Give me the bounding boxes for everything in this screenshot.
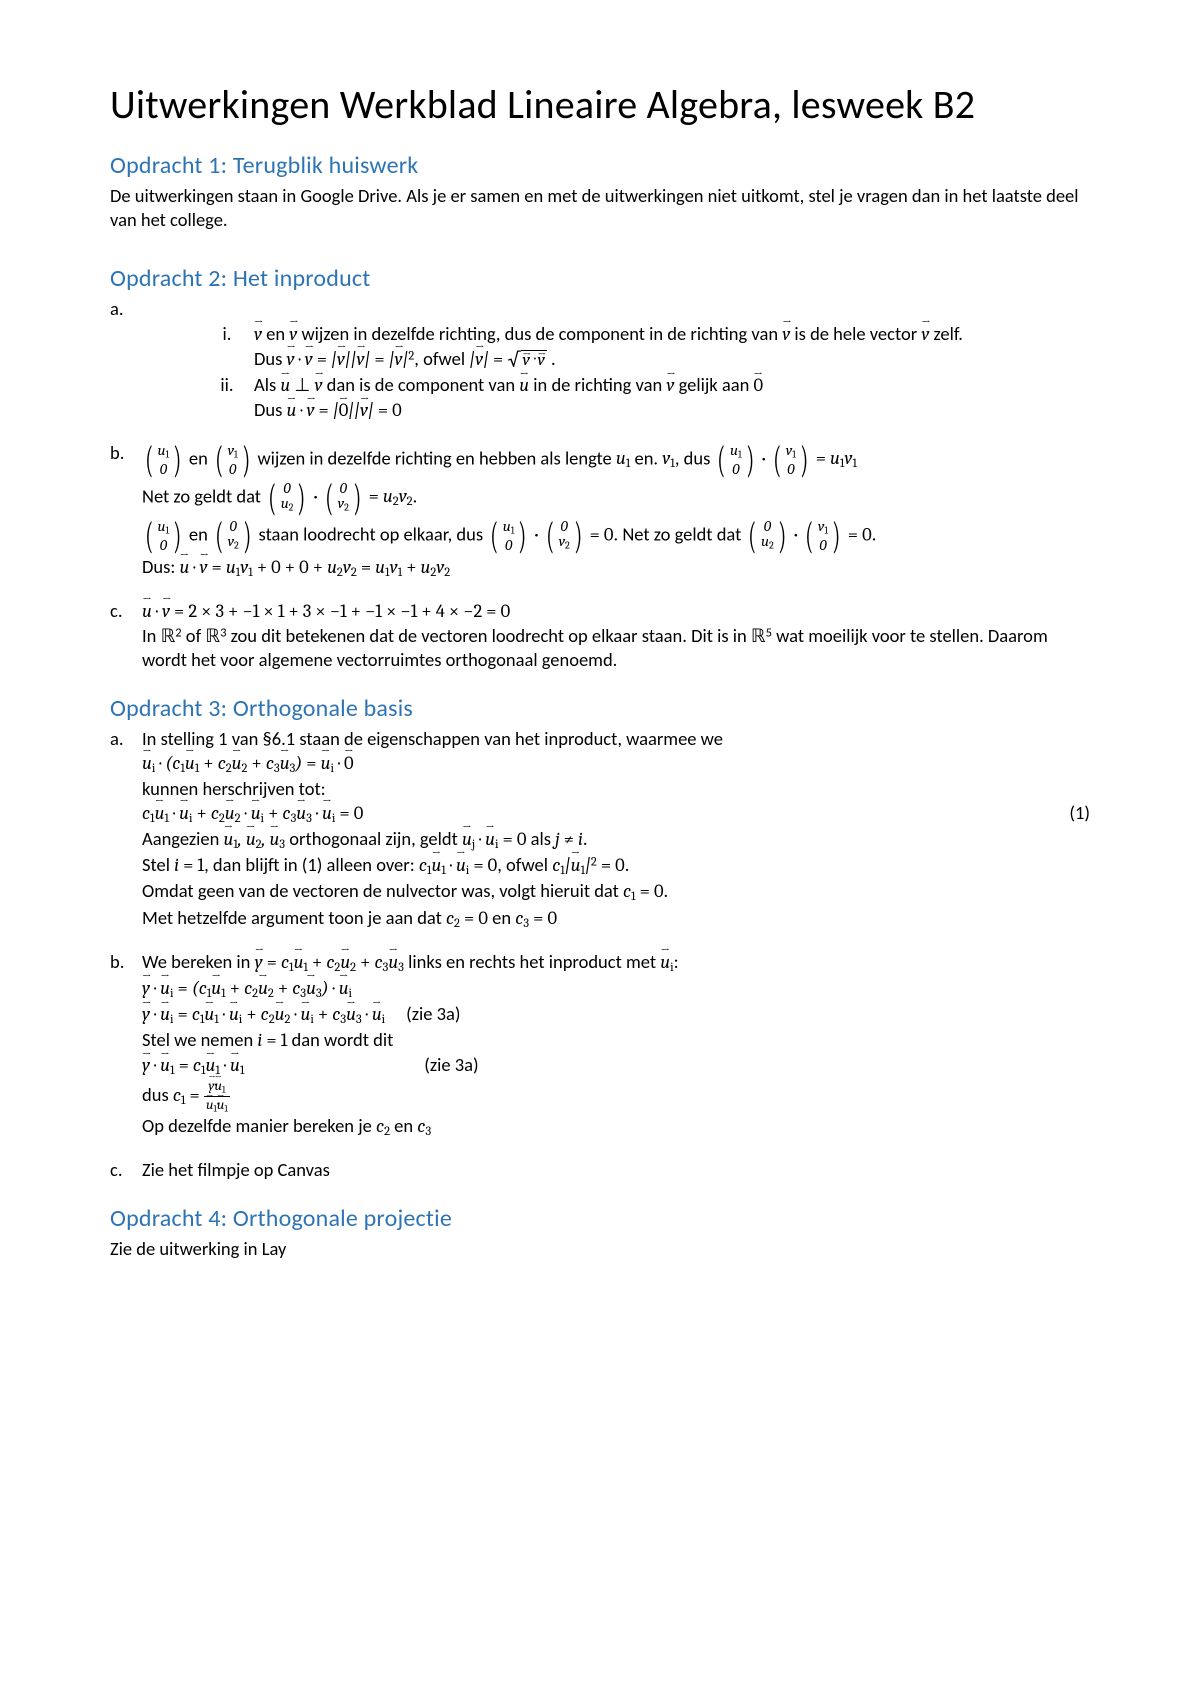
- s3-a-body: In stelling 1 van §6.1 staan de eigensch…: [142, 727, 1090, 932]
- s2-a-label: a.: [110, 297, 142, 320]
- s3-b-body: We bereken in y = c1u1 + c2u2 + c3u3 lin…: [142, 950, 1090, 1141]
- s2-b-label: b.: [110, 441, 142, 464]
- s2-c-label: c.: [110, 599, 142, 622]
- s3-b-label: b.: [110, 950, 142, 973]
- section-3-heading: Opdracht 3: Orthogonale basis: [110, 694, 1090, 723]
- section-4-heading: Opdracht 4: Orthogonale projectie: [110, 1204, 1090, 1233]
- s3-c-body: Zie het filmpje op Canvas: [142, 1158, 1090, 1182]
- s2-a-ii-body: Als u ⊥ v dan is de component van u in d…: [254, 373, 1090, 422]
- s2-a-i: i. v en v wijzen in dezelfde richting, d…: [200, 322, 1090, 371]
- s2-a-ii: ii. Als u ⊥ v dan is de component van u …: [200, 373, 1090, 422]
- s3-c: c. Zie het filmpje op Canvas: [110, 1158, 1090, 1182]
- s3-a-label: a.: [110, 727, 142, 750]
- s2-a-ii-label: ii.: [200, 373, 254, 396]
- s3-b: b. We bereken in y = c1u1 + c2u2 + c3u3 …: [110, 950, 1090, 1141]
- eq-tag-1: (1): [1069, 801, 1090, 825]
- s2-c: c. u · v = 2 × 3 + −1 × 1 + 3 × −1 + −1 …: [110, 599, 1090, 672]
- section-1-body: De uitwerkingen staan in Google Drive. A…: [110, 184, 1090, 232]
- page: Uitwerkingen Werkblad Lineaire Algebra, …: [0, 0, 1200, 1697]
- s3-c-label: c.: [110, 1158, 142, 1181]
- s2-b: b. (u10) en (v10) wijzen in dezelfde ric…: [110, 441, 1090, 581]
- s2-c-body: u · v = 2 × 3 + −1 × 1 + 3 × −1 + −1 × −…: [142, 599, 1090, 672]
- section-1-heading: Opdracht 1: Terugblik huiswerk: [110, 151, 1090, 180]
- s2-b-body: (u10) en (v10) wijzen in dezelfde richti…: [142, 441, 1090, 581]
- s2-a-i-label: i.: [200, 322, 254, 345]
- s3-a: a. In stelling 1 van §6.1 staan de eigen…: [110, 727, 1090, 932]
- section-4-body: Zie de uitwerking in Lay: [110, 1237, 1090, 1261]
- section-2-heading: Opdracht 2: Het inproduct: [110, 264, 1090, 293]
- s2-a-i-body: v en v wijzen in dezelfde richting, dus …: [254, 322, 1090, 371]
- page-title: Uitwerkingen Werkblad Lineaire Algebra, …: [110, 80, 1090, 129]
